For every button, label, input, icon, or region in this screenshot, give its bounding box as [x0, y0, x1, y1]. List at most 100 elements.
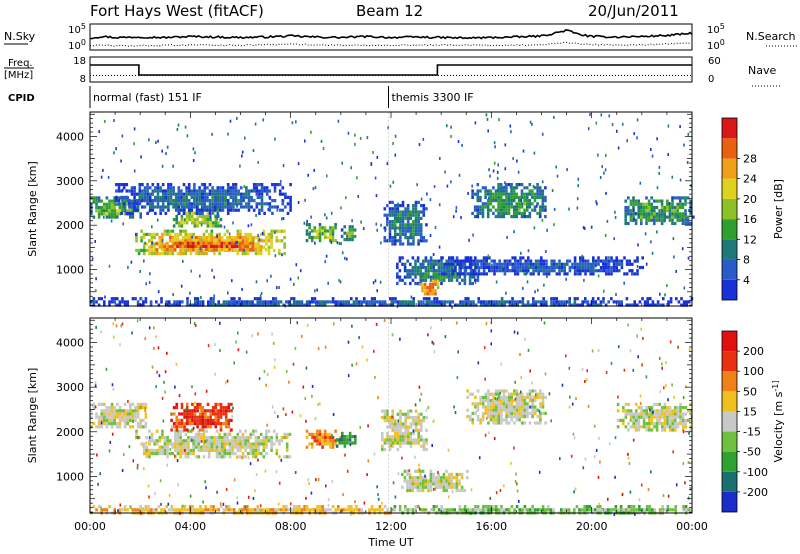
power-cell: [118, 303, 122, 307]
velocity-cell: [230, 409, 233, 413]
velocity-cell: [215, 455, 219, 459]
power-cell: [160, 297, 163, 301]
power-cell: [215, 242, 219, 246]
power-cell: [205, 239, 208, 243]
velocity-cell: [401, 431, 405, 436]
velocity-cell: [427, 485, 430, 489]
velocity-cell: [676, 422, 680, 426]
power-cell: [153, 248, 156, 252]
power-cell: [185, 221, 189, 225]
velocity-cell: [259, 432, 263, 436]
power-cell: [174, 205, 178, 209]
power-scatter-cell: [250, 223, 253, 227]
power-cell: [469, 272, 473, 276]
power-cell: [411, 256, 415, 260]
velocity-cell: [523, 505, 527, 509]
velocity-cell: [622, 409, 625, 413]
velocity-cell: [539, 418, 542, 422]
velocity-cell: [393, 508, 397, 512]
velocity-cell: [624, 402, 628, 406]
velocity-cell: [194, 439, 198, 443]
power-cell: [558, 262, 561, 266]
power-cell: [105, 212, 109, 216]
velocity-cell: [484, 411, 488, 415]
velocity-cell: [123, 412, 127, 416]
velocity-cell: [204, 412, 207, 416]
power-scatter-cell: [113, 151, 115, 155]
power-cell: [399, 220, 402, 224]
power-cell: [166, 245, 169, 249]
power-cell: [245, 202, 248, 206]
velocity-cell: [246, 439, 250, 443]
power-cell: [244, 252, 247, 256]
power-cell: [393, 220, 397, 224]
velocity-cell: [684, 412, 687, 416]
power-cell: [528, 205, 532, 209]
velocity-cell: [437, 479, 440, 483]
power-scatter-cell: [135, 233, 137, 237]
power-cell: [226, 205, 230, 209]
power-cell: [532, 297, 535, 301]
velocity-cell: [494, 411, 498, 415]
velocity-cell: [500, 415, 503, 419]
velocity-cell: [421, 485, 425, 489]
power-cell: [200, 202, 204, 206]
power-cell: [427, 259, 430, 263]
power-cell: [216, 205, 220, 209]
velocity-cell: [305, 436, 309, 440]
velocity-cell: [228, 452, 232, 456]
velocity-cell: [134, 415, 137, 419]
power-cell: [459, 265, 462, 270]
velocity-cell: [224, 406, 228, 410]
power-cell: [429, 262, 433, 266]
power-cell: [169, 183, 173, 187]
velocity-cell: [381, 435, 384, 439]
velocity-cell: [256, 508, 259, 512]
velocity-cell: [206, 409, 210, 413]
power-cell: [211, 224, 215, 228]
power-cell: [550, 300, 553, 304]
power-cell: [480, 303, 483, 307]
velocity-cell: [497, 405, 501, 409]
power-cell: [573, 259, 577, 263]
velocity-cell: [492, 392, 495, 396]
power-cell: [348, 228, 352, 232]
power-cell: [417, 200, 420, 204]
power-cell: [401, 216, 405, 220]
velocity-cell: [648, 418, 651, 422]
power-cell: [180, 202, 183, 206]
velocity-cell: [394, 438, 397, 442]
velocity-cell: [108, 406, 111, 410]
power-cell: [141, 205, 144, 209]
velocity-cell: [161, 452, 164, 456]
power-cell: [454, 259, 457, 263]
power-cell: [145, 242, 149, 246]
power-cell: [92, 196, 96, 200]
power-cell: [236, 229, 240, 233]
power-cell: [197, 252, 201, 256]
power-cell: [500, 300, 504, 304]
power-cell: [435, 272, 438, 276]
power-cell: [343, 238, 346, 242]
power-cell: [324, 303, 327, 307]
power-scatter-cell: [120, 159, 122, 163]
power-cell: [679, 199, 682, 203]
power-cell: [581, 259, 585, 263]
power-cell: [610, 269, 613, 273]
power-cell: [289, 202, 292, 206]
power-cell: [133, 186, 136, 190]
power-cell: [536, 211, 539, 215]
power-scatter-cell: [184, 125, 187, 129]
velocity-cell: [460, 485, 464, 489]
power-cell: [161, 252, 164, 256]
power-cell: [393, 223, 397, 227]
power-cell: [448, 265, 451, 270]
power-cell: [220, 241, 224, 245]
velocity-cell: [539, 389, 542, 393]
velocity-cell: [434, 479, 438, 483]
velocity-cell: [100, 418, 103, 422]
power-cell: [503, 272, 507, 276]
power-scatter-cell: [372, 151, 374, 154]
power-scatter-cell: [621, 122, 624, 126]
power-cell: [493, 300, 496, 304]
